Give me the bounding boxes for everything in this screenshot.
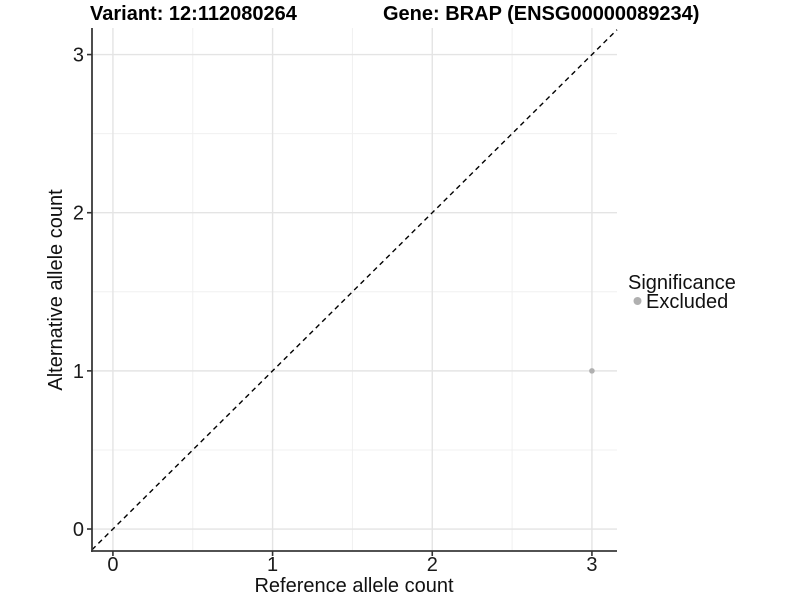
x-axis-title: Reference allele count [254, 575, 453, 597]
data-point [589, 368, 595, 374]
legend-marker-excluded [633, 297, 642, 305]
x-tick-label: 1 [267, 554, 278, 576]
plot-title-gene: Gene: BRAP (ENSG00000089234) [383, 3, 699, 25]
y-axis-title: Alternative allele count [45, 189, 67, 391]
x-tick-label: 3 [586, 554, 597, 576]
y-tick-label: 2 [73, 203, 84, 225]
legend-label-excluded: Excluded [646, 291, 728, 313]
y-tick-label: 0 [73, 519, 84, 541]
x-tick-label: 0 [107, 554, 118, 576]
legend: Significance Excluded [628, 272, 736, 313]
x-tick-label: 2 [427, 554, 438, 576]
y-tick-label: 1 [73, 361, 84, 383]
identity-line [91, 29, 618, 551]
y-tick-label: 3 [73, 45, 84, 67]
plot-title-variant: Variant: 12:112080264 [90, 3, 298, 25]
plot-panel: 0 1 2 3 0 1 2 3 [73, 28, 618, 576]
legend-title: Significance [628, 272, 736, 294]
